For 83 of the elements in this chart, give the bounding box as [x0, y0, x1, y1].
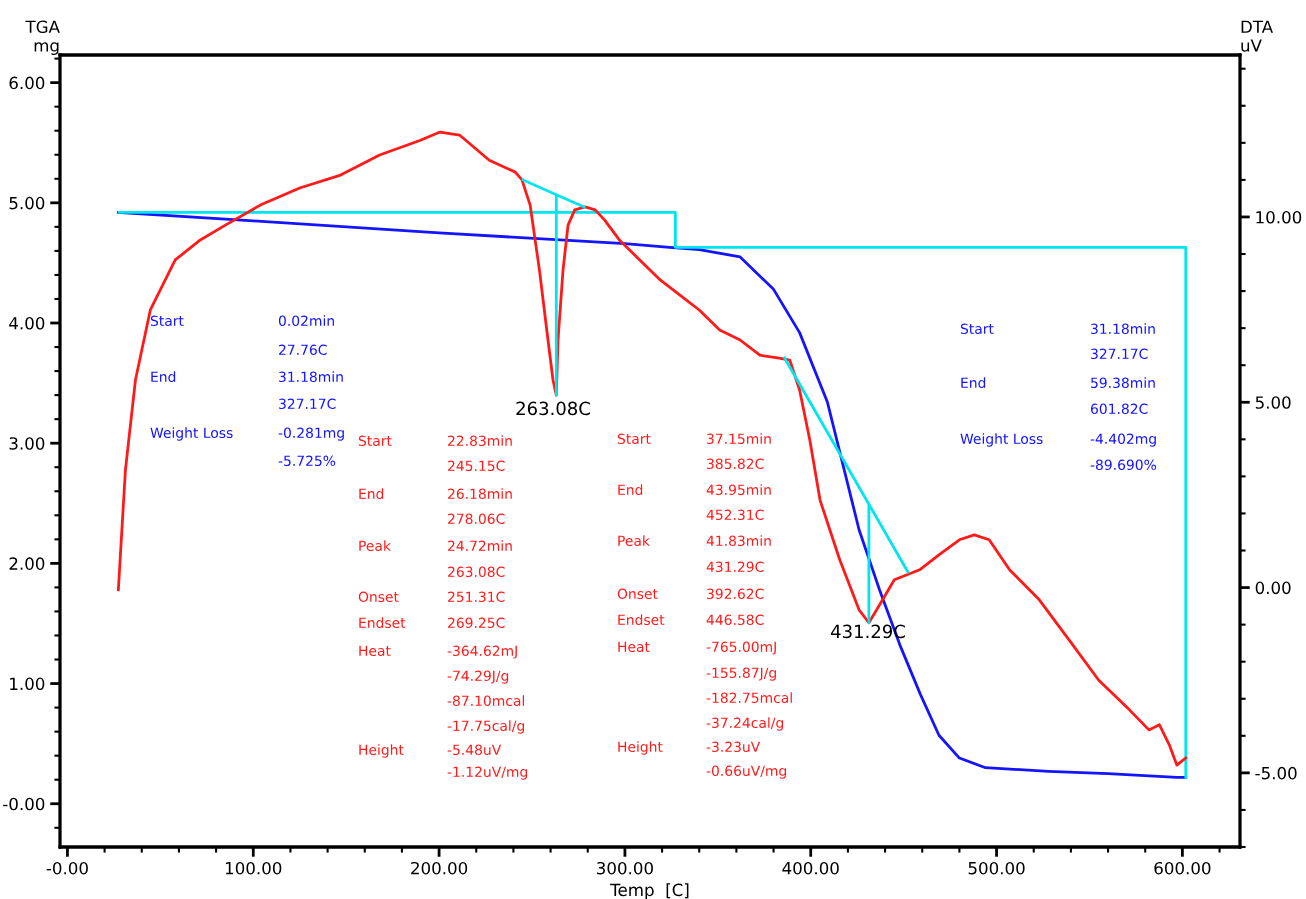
x-tick-label: -0.00 — [46, 861, 88, 875]
annotation: -155.87J/g — [706, 667, 776, 681]
annotation: -74.29J/g — [447, 670, 509, 684]
annotation: Height — [618, 741, 663, 755]
annotation: 263.08C — [448, 566, 505, 578]
annotation: 251.31C — [448, 591, 505, 603]
annotation: 37.15min — [707, 433, 771, 445]
x-tick-label: 200.00 — [411, 861, 468, 875]
annotation: -0.66uV/mg — [706, 765, 786, 779]
annotation: Start — [358, 435, 392, 447]
annotation: 59.38min — [1091, 377, 1155, 389]
annotation: -37.24cal/g — [706, 717, 784, 731]
annotation: -87.10mcal — [447, 695, 525, 707]
annotation: 24.72min — [448, 540, 512, 551]
line-series — [783, 356, 910, 625]
annotation: 26.18min — [448, 488, 512, 500]
annotation: 431.29C — [706, 561, 764, 573]
annotation: -765.00mJ — [706, 641, 776, 655]
annotation: Weight Loss — [150, 427, 233, 441]
y2-axis-title: DTA uV — [1241, 20, 1273, 52]
annotation: 27.76C — [279, 344, 327, 356]
annotation: -3.23uV — [706, 741, 761, 753]
annotation: 0.02min — [278, 315, 334, 327]
annotation: -5.725% — [278, 455, 336, 467]
annotation: Start — [960, 323, 994, 335]
y-tick-label: -0.00 — [3, 797, 45, 811]
annotation: -0.281mg — [278, 427, 344, 441]
y-axis-title: TGA mg — [25, 20, 60, 55]
annotation: 327.17C — [279, 398, 336, 410]
y-tick-label: 3.00 — [9, 437, 45, 450]
annotation: 452.31C — [706, 509, 764, 521]
annotation: 385.82C — [707, 458, 764, 470]
annotation: Heat — [618, 641, 650, 653]
annotation: -4.402mg — [1090, 433, 1156, 447]
annotation: 245.15C — [448, 460, 505, 472]
annotation: Weight Loss — [960, 433, 1043, 447]
y2-tick-label: 10.00 — [1256, 210, 1302, 224]
x-tick-label: 400.00 — [782, 861, 839, 875]
y-tick-label: 2.00 — [9, 557, 45, 570]
annotation: Onset — [617, 588, 658, 600]
annotation: Peak — [359, 540, 391, 552]
annotation: Peak — [618, 535, 650, 547]
y2-tick-label: -5.00 — [1255, 766, 1297, 780]
x-tick-label: 300.00 — [597, 861, 653, 875]
annotation: -89.690% — [1090, 459, 1157, 471]
annotation: -5.48uV — [447, 744, 502, 756]
y-tick-label: 6.00 — [9, 76, 45, 90]
x-tick-label: 500.00 — [968, 861, 1025, 875]
annotation: Start — [150, 315, 184, 327]
annotation: 601.82C — [1090, 403, 1148, 415]
annotation: End — [961, 377, 986, 389]
annotation: 41.83min — [706, 535, 771, 547]
y-tick-label: 5.00 — [9, 196, 45, 210]
annotation: Start — [617, 433, 651, 445]
y2-tick-label: 5.00 — [1255, 396, 1291, 409]
annotation: 446.58C — [706, 614, 764, 626]
annotation: Heat — [359, 645, 391, 657]
annotation: 263.08C — [516, 401, 590, 416]
annotation: End — [359, 488, 384, 500]
x-tick-label: 100.00 — [225, 861, 282, 875]
annotation: 22.83min — [448, 435, 512, 447]
annotation: 278.06C — [448, 513, 505, 525]
annotation: -17.75cal/g — [447, 720, 525, 734]
x-axis-title: Temp [C] — [610, 883, 689, 899]
annotation: End — [151, 371, 176, 383]
annotation: -364.62mJ — [447, 645, 517, 659]
annotation: Height — [359, 744, 404, 758]
annotation: 31.18min — [279, 371, 343, 383]
annotation: Onset — [358, 591, 399, 603]
annotation: 327.17C — [1091, 348, 1148, 360]
annotation: -1.12uV/mg — [447, 766, 527, 780]
annotation: Endset — [618, 614, 665, 626]
annotation: 43.95min — [706, 484, 771, 496]
annotation: 269.25C — [448, 617, 505, 629]
y-tick-label: 1.00 — [10, 677, 45, 691]
y-tick-label: 4.00 — [9, 316, 45, 330]
y2-tick-label: 0.00 — [1255, 581, 1291, 595]
annotation: End — [618, 484, 643, 496]
annotation: 31.18min — [1091, 323, 1155, 335]
annotation: 392.62C — [707, 588, 764, 600]
annotation: Endset — [359, 617, 406, 629]
x-tick-label: 600.00 — [1154, 861, 1211, 875]
annotation: -182.75mcal — [706, 692, 792, 704]
